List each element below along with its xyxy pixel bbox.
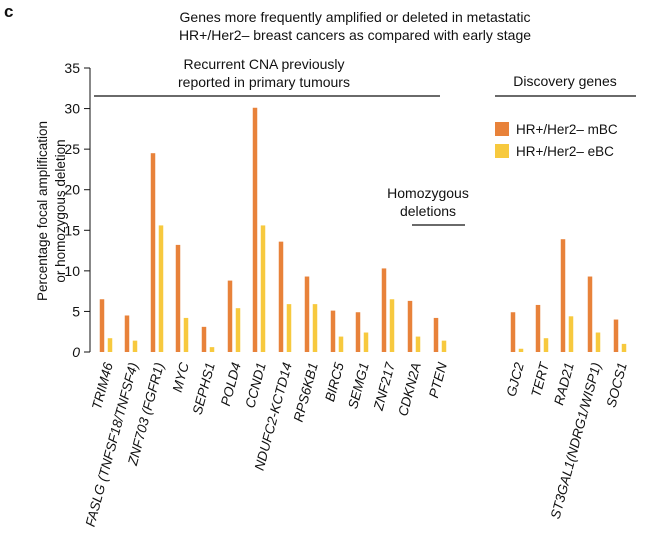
y-axis-label-line-1: Percentage focal amplification bbox=[35, 121, 50, 301]
bar-mbc bbox=[407, 300, 413, 352]
y-tick-label: 0 bbox=[72, 344, 80, 360]
chart-title-line-2: HR+/Her2– breast cancers as compared wit… bbox=[178, 27, 532, 43]
panel-letter: c bbox=[4, 2, 14, 21]
bar-ebc bbox=[543, 338, 549, 352]
homozygous-deletions-annotation: Homozygous deletions bbox=[387, 185, 469, 226]
y-tick-label: 25 bbox=[64, 141, 80, 157]
bar-ebc bbox=[621, 343, 627, 352]
x-tick-label: CDKN2A bbox=[395, 361, 424, 418]
bar-mbc bbox=[201, 326, 207, 352]
discovery-genes-label: Discovery genes bbox=[513, 73, 617, 89]
bar-mbc bbox=[433, 317, 439, 352]
bar-ebc bbox=[158, 225, 164, 352]
bar-mbc bbox=[381, 268, 387, 352]
bar-ebc bbox=[260, 225, 266, 352]
bar-ebc bbox=[183, 317, 189, 352]
x-tick-label: RPS6KB1 bbox=[291, 361, 321, 424]
x-tick-label: POLD4 bbox=[218, 361, 244, 408]
y-ticks: 0 5 10 15 20 25 30 35 bbox=[64, 60, 90, 360]
y-axis: 0 5 10 15 20 25 30 35 Percentage focal amplific… bbox=[35, 60, 91, 360]
recurrent-cna-annotation: Recurrent CNA previously reported in pri… bbox=[94, 56, 440, 97]
x-tick-label: PTEN bbox=[426, 361, 450, 400]
legend-label-mbc: HR+/Her2– mBC bbox=[516, 122, 618, 137]
y-axis-label-line-2: or homozygous deletion bbox=[53, 139, 68, 282]
bar-ebc bbox=[595, 332, 601, 352]
x-tick-label: RAD21 bbox=[551, 361, 577, 407]
bar-ebc bbox=[389, 299, 395, 352]
chart-title-line-1: Genes more frequently amplified or delet… bbox=[179, 9, 531, 25]
bar-mbc bbox=[99, 299, 105, 352]
bar-mbc bbox=[252, 107, 258, 352]
bar-mbc bbox=[304, 276, 310, 352]
bar-mbc bbox=[227, 280, 233, 352]
bar-mbc bbox=[124, 315, 130, 352]
bar-ebc bbox=[338, 336, 344, 352]
discovery-genes-annotation: Discovery genes bbox=[495, 73, 636, 97]
y-tick-label: 20 bbox=[64, 182, 80, 198]
x-tick-label: SEPHS1 bbox=[190, 361, 218, 416]
bar-mbc bbox=[278, 241, 284, 352]
bar-ebc bbox=[132, 340, 138, 352]
bar-mbc bbox=[150, 153, 156, 352]
legend: HR+/Her2– mBC HR+/Her2– eBC bbox=[495, 122, 618, 159]
bar-mbc bbox=[355, 312, 361, 352]
x-tick-label: TRIM46 bbox=[89, 360, 116, 411]
homozygous-label-line-2: deletions bbox=[400, 203, 456, 219]
bar-mbc bbox=[560, 239, 566, 352]
legend-swatch-mbc bbox=[495, 122, 509, 136]
bar-mbc bbox=[330, 310, 336, 352]
bar-mbc bbox=[535, 304, 541, 352]
bar-ebc bbox=[441, 340, 447, 352]
bar-mbc bbox=[613, 319, 619, 352]
x-tick-label: SOCS1 bbox=[604, 361, 630, 409]
x-tick-label: BIRC5 bbox=[322, 360, 347, 403]
x-tick-label: MYC bbox=[170, 361, 192, 394]
recurrent-cna-label-line-1: Recurrent CNA previously bbox=[183, 56, 344, 72]
y-tick-label: 10 bbox=[64, 263, 80, 279]
homozygous-label-line-1: Homozygous bbox=[387, 185, 469, 201]
legend-label-ebc: HR+/Her2– eBC bbox=[516, 144, 614, 159]
bar-ebc bbox=[312, 304, 318, 352]
bar-mbc bbox=[587, 276, 593, 352]
bar-ebc bbox=[415, 336, 421, 352]
x-tick-label: CCND1 bbox=[242, 361, 269, 410]
bar-ebc bbox=[107, 338, 113, 352]
bar-ebc bbox=[209, 347, 215, 352]
bar-ebc bbox=[568, 316, 574, 352]
x-tick-label: TERT bbox=[528, 359, 552, 398]
bar-ebc bbox=[518, 348, 524, 352]
x-tick-label: SEMG1 bbox=[345, 361, 372, 411]
y-tick-label: 5 bbox=[72, 303, 80, 319]
chart-title: Genes more frequently amplified or delet… bbox=[140, 8, 570, 44]
x-tick-label: GJC2 bbox=[503, 360, 527, 398]
y-tick-label: 15 bbox=[64, 222, 80, 238]
bars bbox=[99, 107, 627, 352]
bar-mbc bbox=[510, 312, 516, 352]
y-tick-label: 35 bbox=[64, 60, 80, 76]
legend-swatch-ebc bbox=[495, 144, 509, 158]
bar-ebc bbox=[286, 304, 292, 352]
y-tick-label: 30 bbox=[64, 101, 80, 117]
bar-ebc bbox=[235, 308, 241, 352]
x-tick-label: ZNF217 bbox=[371, 360, 398, 412]
bar-mbc bbox=[175, 244, 181, 352]
recurrent-cna-label-line-2: reported in primary tumours bbox=[178, 74, 350, 90]
bar-ebc bbox=[363, 332, 369, 352]
